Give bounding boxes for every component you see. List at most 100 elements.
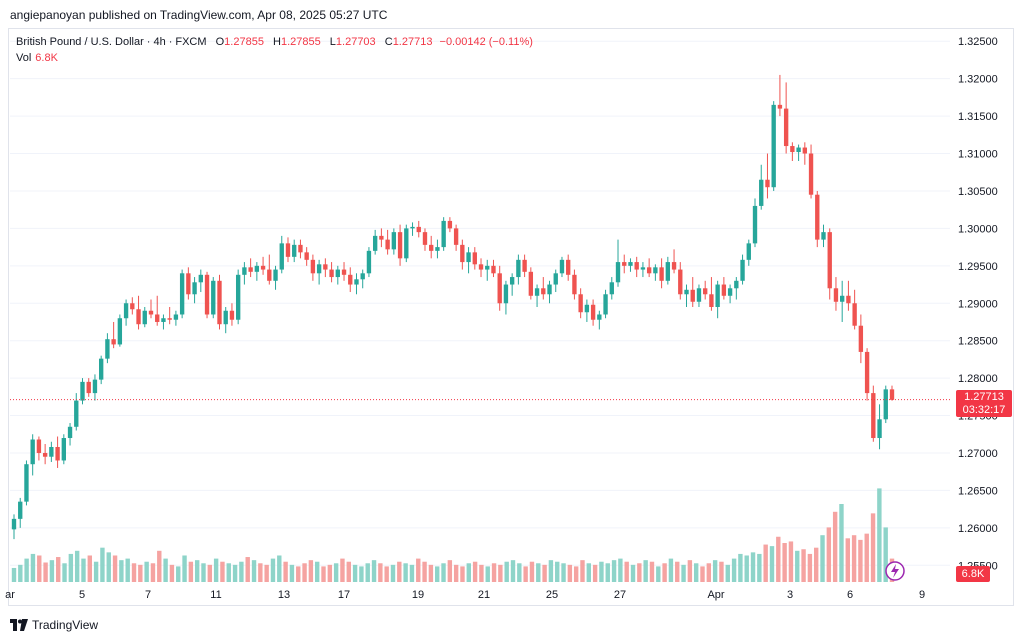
volume-bar xyxy=(485,566,490,582)
candle-body xyxy=(864,351,870,394)
candle-body xyxy=(889,389,895,400)
volume-bar xyxy=(30,553,36,582)
volume-bar xyxy=(163,558,168,582)
candle-body xyxy=(566,259,571,275)
volume-bar xyxy=(656,566,661,582)
volume-bar xyxy=(447,560,453,582)
candle-body xyxy=(871,393,876,439)
volume-bar xyxy=(144,561,149,582)
volume-bar xyxy=(43,562,48,582)
volume-bar xyxy=(409,564,415,582)
candle-body xyxy=(167,318,172,320)
volume-bar xyxy=(176,566,181,582)
candle-body xyxy=(522,259,527,272)
y-tick-label: 1.31000 xyxy=(958,149,998,161)
candle-body xyxy=(422,232,428,245)
candle-body xyxy=(385,239,390,250)
candle-body xyxy=(646,267,652,274)
candle-body xyxy=(790,146,795,153)
volume-bar xyxy=(37,555,42,582)
volume-bars xyxy=(11,488,895,582)
open-label: O xyxy=(215,36,225,48)
x-tick-label: ar xyxy=(5,589,15,601)
close-label: C xyxy=(384,36,393,48)
volume-bar xyxy=(858,539,863,582)
candle-body xyxy=(435,247,440,251)
volume-bar xyxy=(74,550,80,582)
volume-bar xyxy=(68,553,74,582)
volume-bar xyxy=(327,564,333,582)
candle-body xyxy=(497,273,502,304)
tradingview-logo-icon xyxy=(10,619,28,631)
volume-bar xyxy=(782,543,787,582)
candle-body xyxy=(11,518,17,530)
y-tick-label: 1.26500 xyxy=(958,485,998,497)
volume-bar xyxy=(87,555,92,582)
volume-bar xyxy=(150,563,156,582)
candle-body xyxy=(833,288,839,302)
candle-body xyxy=(727,288,733,296)
volume-bar xyxy=(289,564,295,582)
volume-bar xyxy=(378,563,383,582)
chart-frame xyxy=(8,28,1014,606)
candle-body xyxy=(148,310,154,315)
candle-body xyxy=(485,265,490,270)
flash-icon[interactable] xyxy=(884,560,906,582)
volume-bar xyxy=(62,563,67,582)
volume-bar xyxy=(757,553,762,582)
volume-bar xyxy=(498,564,503,582)
candle-body xyxy=(478,264,484,270)
volume-bar xyxy=(232,564,238,582)
candle-body xyxy=(155,314,160,322)
y-tick-label: 1.27000 xyxy=(958,448,998,460)
candle-body xyxy=(248,267,253,272)
volume-bar xyxy=(592,564,598,582)
legend-volume-row: Vol 6.8K xyxy=(16,50,533,66)
candle-body xyxy=(740,259,745,281)
volume-bar xyxy=(56,557,61,582)
volume-bar xyxy=(738,553,743,582)
volume-bar xyxy=(182,555,187,582)
candle-body xyxy=(578,294,583,313)
volume-bar xyxy=(403,563,408,582)
x-tick-label: 11 xyxy=(210,589,221,601)
volume-bar xyxy=(611,560,617,582)
volume-bar xyxy=(788,541,794,582)
candle-body xyxy=(36,439,42,453)
candle-body xyxy=(684,289,689,295)
candle-body xyxy=(547,284,552,295)
volume-bar xyxy=(106,552,111,582)
candle-body xyxy=(528,271,534,296)
volume-bar xyxy=(618,558,623,582)
volume-bar xyxy=(801,549,806,582)
volume-bar xyxy=(138,564,143,582)
candle-body xyxy=(715,284,720,307)
volume-bar xyxy=(384,566,389,582)
volume-bar xyxy=(795,550,800,582)
volume-bar xyxy=(845,538,850,582)
candle-body xyxy=(142,310,147,325)
candle-body xyxy=(279,243,284,270)
volume-bar xyxy=(49,560,55,582)
candle-body xyxy=(696,288,702,302)
volume-bar xyxy=(491,563,497,582)
volume-bar xyxy=(555,561,560,582)
volume-bar xyxy=(750,552,756,582)
volume-bar xyxy=(548,560,554,582)
volume-bar xyxy=(725,564,730,582)
volume-bar xyxy=(776,536,781,582)
candle-body xyxy=(441,220,446,248)
volume-bar xyxy=(460,566,465,582)
volume-bar xyxy=(731,558,737,582)
candle-body xyxy=(211,280,216,315)
candle-body xyxy=(136,309,141,325)
candle-body xyxy=(404,228,409,259)
candle-body xyxy=(671,262,677,270)
volume-bar xyxy=(744,555,749,582)
candle-body xyxy=(18,501,23,519)
volume-bar xyxy=(359,566,364,582)
x-tick-label: 6 xyxy=(847,589,853,601)
candle-body xyxy=(796,147,801,153)
candle-body xyxy=(615,262,621,283)
